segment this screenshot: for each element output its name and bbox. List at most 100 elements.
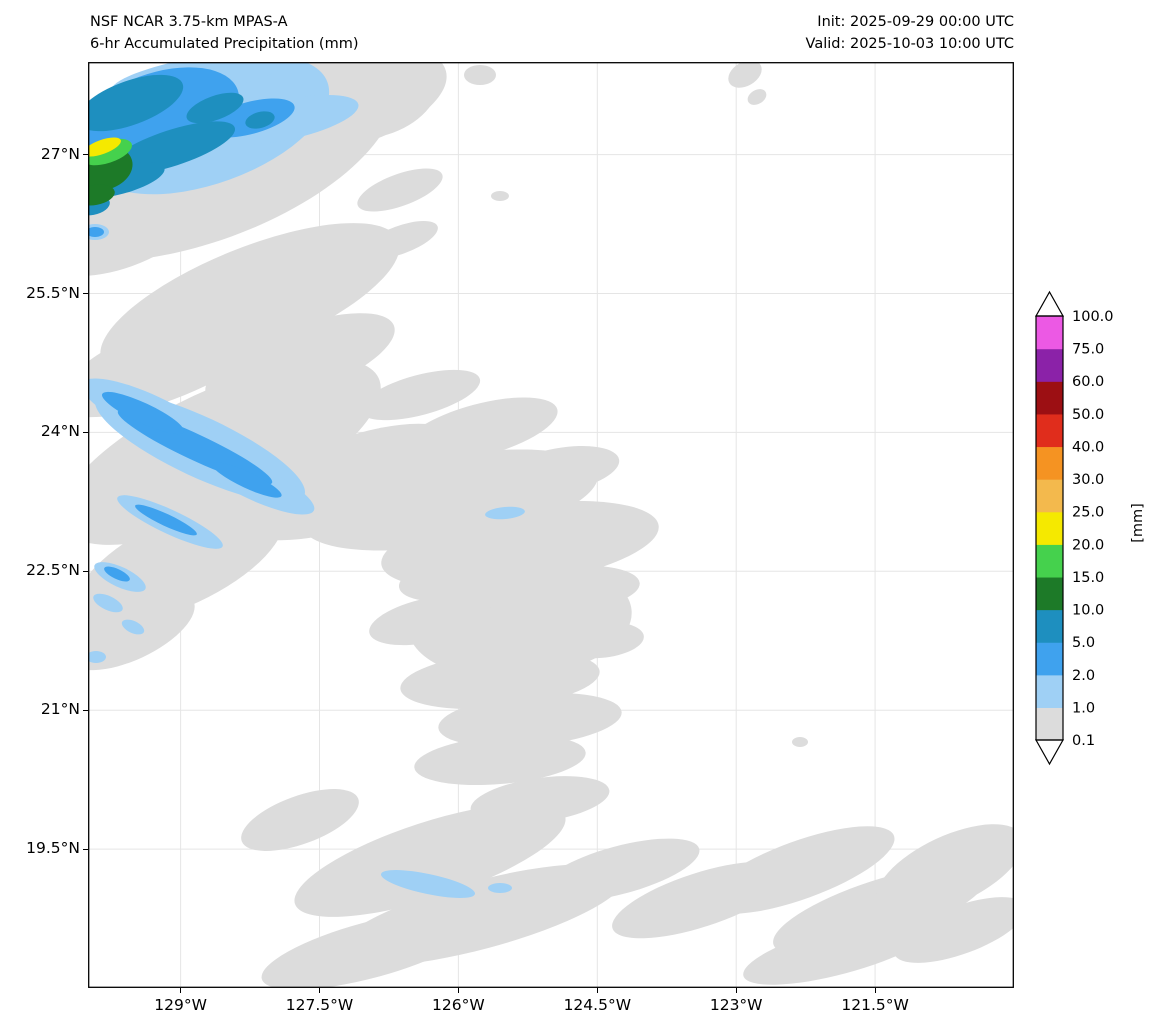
colorbar-tick-label: 10.0: [1072, 603, 1104, 619]
precip-blob: [135, 504, 197, 536]
valid-time: Valid: 2025-10-03 10:00 UTC: [805, 36, 1014, 53]
colorbar-tick-label: 60.0: [1072, 374, 1104, 390]
y-tick-mark: [83, 570, 88, 572]
x-tick-mark: [874, 988, 876, 993]
axes-frame: [88, 62, 1014, 988]
colorbar-segment: [1036, 511, 1063, 545]
colorbar-tick-label: 1.0: [1072, 700, 1095, 716]
precip-blob: [121, 619, 145, 635]
precip-blob: [438, 692, 622, 748]
plot-time-block: Init: 2025-09-29 00:00 UTC Valid: 2025-1…: [806, 11, 1014, 56]
y-tick-mark: [83, 431, 88, 433]
precip-blob: [294, 803, 566, 917]
y-tick-label: 24°N: [40, 422, 80, 441]
colorbar-segment: [1036, 642, 1063, 676]
precip-blob: [485, 506, 525, 520]
colorbar-segment: [1036, 576, 1063, 611]
precip-blob: [88, 227, 104, 237]
y-tick-mark: [83, 709, 88, 711]
precip-blob: [893, 897, 1014, 963]
precip-blob: [728, 62, 762, 88]
colorbar-segment: [1036, 609, 1063, 643]
colorbar-segment: [1036, 316, 1063, 350]
precip-blob: [402, 397, 558, 463]
precip-blob: [491, 191, 509, 201]
colorbar-tick-label: 2.0: [1072, 668, 1095, 684]
precip-blob: [88, 74, 184, 132]
precip-blob: [747, 89, 767, 105]
precip-blob: [186, 92, 244, 124]
precip-blob: [241, 789, 359, 851]
x-tick-label: 124.5°W: [563, 996, 632, 1014]
precip-blob: [88, 651, 106, 663]
x-tick-label: 126°W: [432, 996, 485, 1014]
x-tick-mark: [319, 988, 320, 993]
colorbar-tick-label: 100.0: [1072, 309, 1114, 325]
colorbar-tick-label: 50.0: [1072, 407, 1104, 423]
x-tick-label: 123°W: [709, 996, 763, 1014]
precip-blob: [876, 824, 1014, 916]
precip-blob: [108, 121, 236, 175]
colorbar-tick-label: 75.0: [1072, 342, 1104, 358]
colorbar-segment: [1036, 348, 1063, 382]
product-name: 6-hr Accumulated Precipitation (mm): [90, 36, 359, 53]
colorbar-tick-label: 5.0: [1072, 635, 1095, 651]
colorbar-segment: [1036, 479, 1063, 513]
map-plot: [88, 62, 1014, 988]
colorbar: 0.1 1.0 2.0 5.0 10.0 15.0 20.0 25.0 30.0 40.0 50.0…: [1034, 290, 1114, 766]
precip-blob: [743, 915, 937, 985]
x-tick-mark: [596, 988, 598, 993]
model-name: NSF NCAR 3.75-km MPAS-A: [90, 14, 288, 30]
precip-blob: [104, 566, 130, 582]
colorbar-tick-label: 0.1: [1072, 733, 1095, 749]
colorbar-tick-label: 30.0: [1072, 472, 1104, 488]
colorbar-segment: [1036, 544, 1063, 578]
precip-blob: [414, 734, 586, 786]
y-tick-mark: [83, 848, 88, 850]
y-tick-label: 21°N: [40, 700, 80, 719]
precip-blob: [500, 445, 620, 495]
y-tick-mark: [83, 293, 88, 294]
colorbar-unit-label: [mm]: [1129, 503, 1146, 543]
colorbar-segment: [1036, 674, 1063, 708]
precip-blob: [212, 462, 282, 498]
precip-blob: [705, 826, 895, 914]
precip-blob: [88, 137, 121, 157]
colorbar-segment: [1036, 381, 1063, 415]
colorbar-tick-label: 25.0: [1072, 505, 1104, 521]
precip-blob: [322, 62, 438, 139]
x-tick-label: 129°W: [154, 996, 207, 1014]
precip-blob: [464, 65, 496, 85]
y-tick-label: 22.5°N: [26, 561, 80, 580]
precip-blob: [88, 183, 201, 277]
precip-blob: [101, 391, 185, 435]
precip-blob: [488, 883, 512, 893]
plot-title-block: NSF NCAR 3.75-km MPAS-A 6-hr Accumulated…: [90, 11, 358, 56]
precip-blob: [792, 737, 808, 747]
y-tick-mark: [83, 154, 88, 156]
precip-blob: [261, 910, 479, 988]
colorbar-tick-label: 40.0: [1072, 439, 1104, 455]
precip-blob: [93, 593, 123, 613]
y-tick-label: 25.5°N: [26, 283, 80, 302]
y-tick-label: 27°N: [40, 144, 80, 163]
precip-blob: [357, 168, 443, 212]
x-tick-mark: [735, 988, 737, 993]
precip-blob: [245, 111, 275, 129]
x-tick-label: 121.5°W: [841, 996, 909, 1014]
precip-blob: [88, 500, 284, 624]
colorbar-tick-label: 20.0: [1072, 537, 1104, 553]
colorbar-outline: [1035, 315, 1064, 741]
x-tick-label: 127.5°W: [285, 996, 354, 1014]
precip-blob: [381, 870, 475, 898]
x-tick-mark: [180, 988, 182, 993]
precip-blob: [540, 838, 700, 902]
init-time: Init: 2025-09-29 00:00 UTC: [817, 14, 1014, 30]
precip-blob: [480, 565, 640, 615]
colorbar-tick-label: 15.0: [1072, 570, 1104, 586]
colorbar-under-arrow: [1034, 739, 1065, 766]
precip-blob: [359, 369, 481, 421]
colorbar-segment: [1036, 413, 1063, 448]
x-tick-mark: [457, 988, 459, 993]
